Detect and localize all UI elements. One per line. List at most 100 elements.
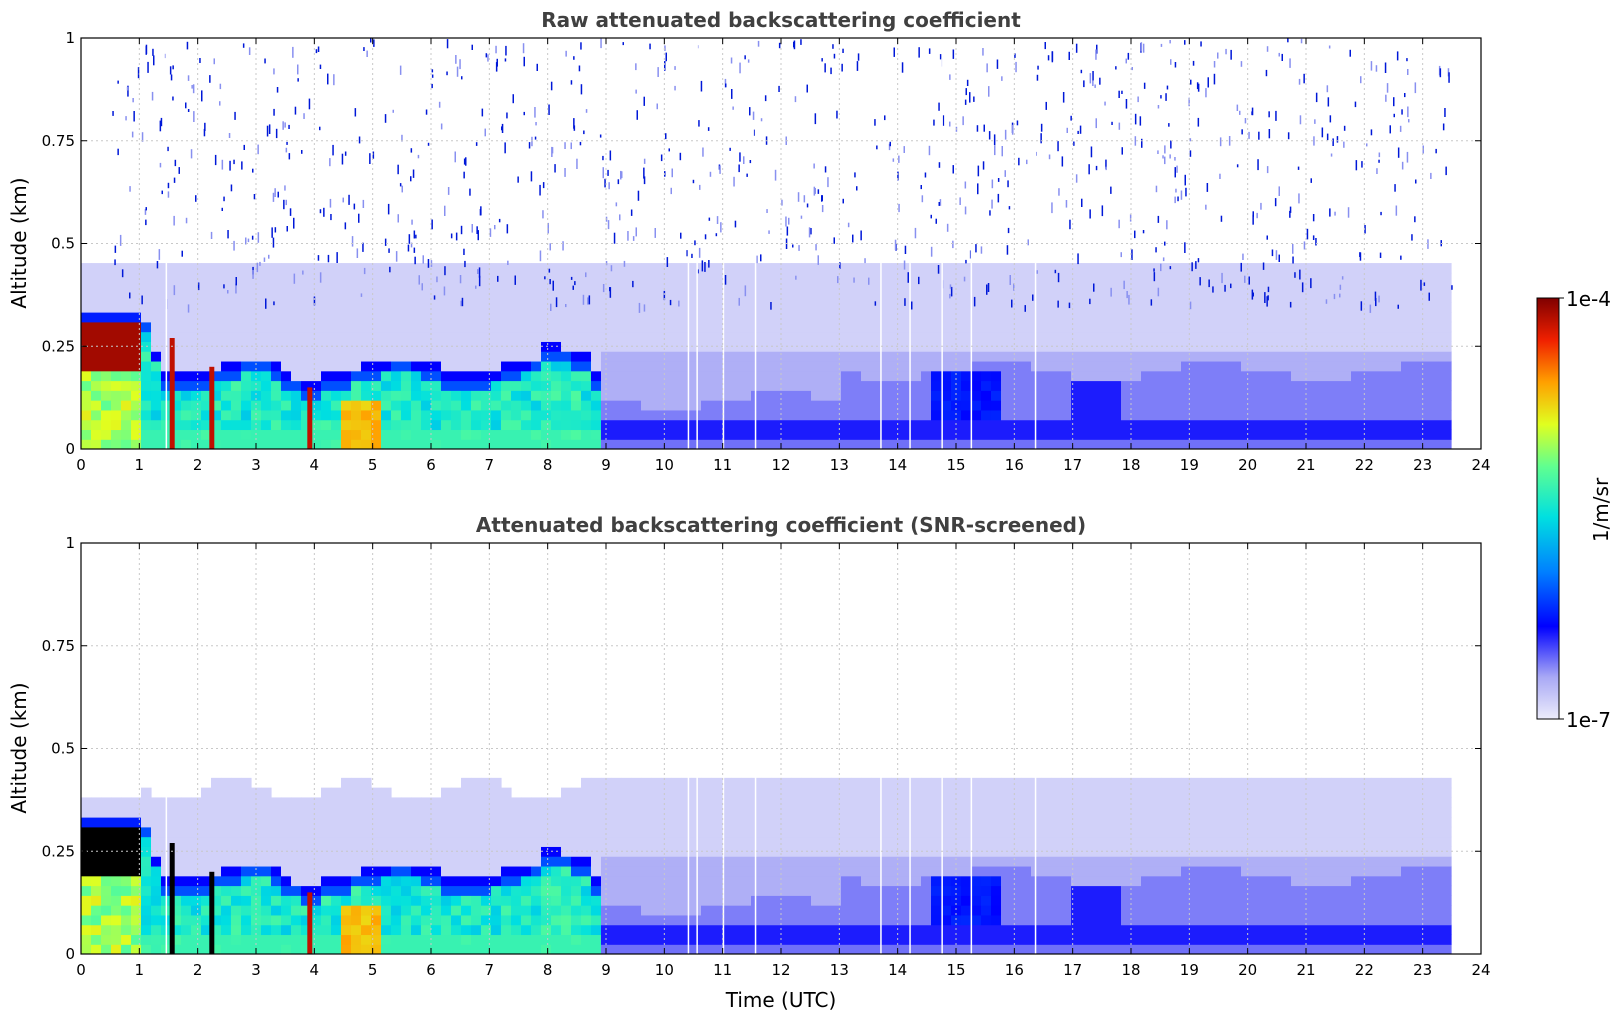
- heatmap-cell: [701, 331, 712, 342]
- heatmap-cell: [181, 263, 192, 274]
- heatmap-cell: [1381, 321, 1392, 333]
- heatmap-cell: [1181, 282, 1192, 294]
- noise-speck: [460, 300, 462, 307]
- heatmap-cell: [141, 321, 152, 333]
- heatmap-cell: [521, 924, 532, 936]
- heatmap-cell: [141, 370, 152, 382]
- heatmap-cell: [971, 263, 982, 274]
- heatmap-cell: [941, 429, 952, 440]
- noise-speck: [480, 206, 482, 216]
- heatmap-cell: [891, 400, 902, 411]
- heatmap-cell: [361, 321, 372, 333]
- heatmap-cell: [141, 282, 152, 294]
- noise-speck: [161, 190, 163, 195]
- noise-speck: [1240, 262, 1242, 272]
- heatmap-cell: [1181, 321, 1192, 333]
- heatmap-cell: [1191, 380, 1202, 391]
- heatmap-cell: [611, 429, 622, 440]
- heatmap-cell: [411, 360, 422, 372]
- noise-speck: [1134, 136, 1137, 146]
- screened-backscatter-panel: Attenuated backscattering coefficient (S…: [7, 513, 1491, 1012]
- heatmap-cell: [1151, 282, 1162, 294]
- heatmap-cell: [1081, 360, 1092, 372]
- heatmap-cell: [1231, 302, 1242, 313]
- heatmap-cell: [941, 282, 952, 294]
- heatmap-cell: [781, 856, 792, 867]
- heatmap-cell: [461, 419, 472, 431]
- heatmap-cell: [131, 302, 142, 313]
- heatmap-cell: [651, 924, 662, 936]
- noise-speck: [619, 214, 621, 221]
- heatmap-cell: [681, 360, 692, 372]
- heatmap-cell: [381, 312, 392, 323]
- heatmap-cell: [1251, 312, 1262, 323]
- noise-speck: [638, 302, 641, 313]
- noise-speck: [739, 152, 741, 162]
- heatmap-cell: [1161, 419, 1172, 431]
- noise-speck: [203, 128, 206, 137]
- heatmap-cell: [521, 944, 532, 954]
- heatmap-cell: [641, 865, 652, 877]
- noise-speck: [418, 275, 420, 285]
- x-tick-label: 17: [1063, 456, 1082, 474]
- heatmap-cell: [1351, 370, 1362, 382]
- heatmap-cell: [431, 924, 442, 936]
- heatmap-cell: [1331, 263, 1342, 274]
- heatmap-cell: [351, 817, 362, 828]
- heatmap-cell: [691, 272, 702, 284]
- heatmap-cell: [501, 885, 512, 896]
- heatmap-cell: [1441, 400, 1452, 411]
- heatmap-cell: [351, 875, 362, 887]
- heatmap-cell: [561, 934, 572, 945]
- heatmap-cell: [1341, 263, 1352, 274]
- heatmap-cell: [581, 836, 592, 847]
- heatmap-cell: [321, 787, 332, 799]
- noise-speck: [549, 243, 551, 251]
- heatmap-cell: [341, 312, 352, 323]
- heatmap-cell: [851, 312, 862, 323]
- heatmap-cell: [811, 865, 822, 877]
- heatmap-cell: [1091, 312, 1102, 323]
- heatmap-cell: [1051, 419, 1062, 431]
- heatmap-cell: [941, 400, 952, 411]
- heatmap-cell: [851, 272, 862, 284]
- heatmap-cell: [421, 390, 432, 401]
- heatmap-cell: [201, 836, 212, 847]
- heatmap-cell: [761, 439, 772, 449]
- heatmap-cell: [311, 895, 322, 906]
- heatmap-cell: [651, 856, 662, 867]
- heatmap-cell: [1401, 331, 1412, 342]
- heatmap-cell: [1001, 400, 1012, 411]
- heatmap-cell: [451, 272, 462, 284]
- heatmap-cell: [1291, 419, 1302, 431]
- heatmap-cell: [551, 351, 562, 362]
- heatmap-cell: [451, 875, 462, 887]
- noise-speck: [786, 226, 789, 236]
- heatmap-cell: [151, 895, 162, 906]
- x-tick-label: 23: [1413, 456, 1432, 474]
- noise-speck: [1118, 122, 1121, 130]
- heatmap-cell: [131, 312, 142, 323]
- heatmap-cell: [981, 351, 992, 362]
- heatmap-cell: [141, 312, 152, 323]
- heatmap-cell: [781, 409, 792, 421]
- noise-speck: [928, 48, 931, 54]
- heatmap-cell: [881, 292, 892, 303]
- heatmap-cell: [1171, 321, 1182, 333]
- noise-speck: [903, 260, 906, 270]
- noise-speck: [946, 223, 949, 232]
- heatmap-cell: [541, 429, 552, 440]
- noise-speck: [245, 237, 247, 245]
- heatmap-cell: [991, 272, 1002, 284]
- heatmap-cell: [561, 924, 572, 936]
- noise-speck: [1169, 40, 1171, 44]
- heatmap-cell: [701, 826, 712, 838]
- heatmap-cell: [351, 331, 362, 342]
- heatmap-cell: [321, 312, 332, 323]
- heatmap-cell: [121, 944, 132, 954]
- heatmap-cell: [171, 351, 182, 362]
- heatmap-cell: [541, 875, 552, 887]
- heatmap-cell: [961, 409, 972, 421]
- heatmap-cell: [1391, 282, 1402, 294]
- heatmap-cell: [411, 924, 422, 936]
